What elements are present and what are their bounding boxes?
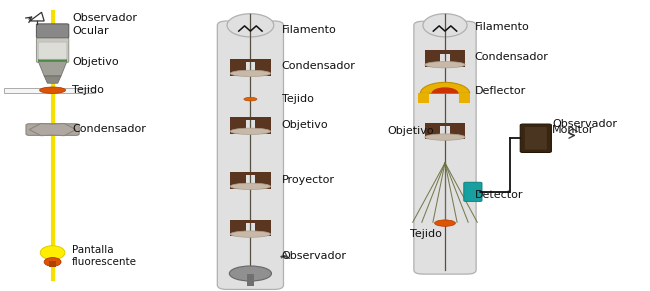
Text: Objetivo: Objetivo (281, 120, 328, 130)
FancyBboxPatch shape (36, 24, 69, 38)
FancyBboxPatch shape (414, 21, 476, 274)
Text: Deflector: Deflector (475, 86, 526, 96)
Ellipse shape (230, 183, 270, 189)
Polygon shape (44, 76, 61, 83)
Bar (425, 50, 441, 67)
Ellipse shape (40, 87, 66, 93)
Ellipse shape (230, 128, 270, 134)
Ellipse shape (425, 61, 465, 68)
Bar (230, 117, 270, 120)
Bar (425, 50, 465, 54)
Bar (230, 172, 246, 189)
Text: Observador: Observador (552, 119, 617, 129)
Ellipse shape (229, 266, 272, 281)
Text: Filamento: Filamento (281, 25, 336, 35)
Ellipse shape (423, 14, 467, 37)
Ellipse shape (425, 134, 465, 140)
Text: Objetivo: Objetivo (387, 126, 434, 136)
FancyBboxPatch shape (525, 127, 547, 150)
Bar (230, 220, 246, 237)
Wedge shape (421, 82, 470, 93)
Ellipse shape (230, 231, 270, 237)
Bar (419, 93, 430, 103)
Bar (230, 172, 270, 175)
FancyBboxPatch shape (464, 182, 482, 201)
Bar (458, 93, 470, 103)
Bar (255, 59, 270, 76)
Ellipse shape (244, 97, 257, 101)
Bar (230, 59, 246, 76)
Text: Filamento: Filamento (475, 22, 530, 32)
Text: Tejido: Tejido (281, 94, 313, 104)
Text: Tejido: Tejido (410, 229, 442, 239)
Bar (425, 123, 465, 126)
Bar (425, 123, 441, 139)
Bar (230, 117, 246, 134)
Text: Condensador: Condensador (72, 124, 146, 134)
Bar (255, 172, 270, 189)
Bar (49, 261, 57, 267)
Polygon shape (38, 61, 67, 76)
Text: Condensador: Condensador (475, 52, 549, 62)
FancyBboxPatch shape (217, 21, 283, 290)
Text: Ocular: Ocular (72, 26, 109, 36)
Bar (450, 50, 465, 67)
Bar (38, 59, 67, 61)
Ellipse shape (44, 258, 61, 266)
Text: Proyector: Proyector (281, 175, 335, 185)
FancyBboxPatch shape (26, 124, 79, 135)
Bar (255, 220, 270, 237)
Polygon shape (29, 123, 76, 136)
Bar (255, 117, 270, 134)
Ellipse shape (227, 14, 274, 37)
Ellipse shape (435, 220, 456, 226)
Bar (246, 274, 254, 286)
Ellipse shape (40, 246, 65, 260)
Text: Monitor: Monitor (552, 125, 594, 135)
Text: Observador: Observador (72, 13, 137, 23)
Bar (230, 59, 270, 62)
FancyBboxPatch shape (36, 38, 69, 62)
Bar (4, 88, 95, 93)
Bar (230, 220, 270, 223)
Ellipse shape (230, 70, 270, 77)
Text: Pantalla
fluorescente: Pantalla fluorescente (72, 245, 137, 267)
Text: Detector: Detector (475, 190, 523, 200)
Text: Tejido: Tejido (72, 85, 104, 95)
FancyBboxPatch shape (38, 42, 67, 59)
Wedge shape (432, 87, 458, 93)
Text: Objetivo: Objetivo (72, 56, 119, 67)
Bar (450, 123, 465, 139)
Text: Observador: Observador (281, 251, 346, 261)
FancyBboxPatch shape (520, 124, 551, 152)
Text: Condensador: Condensador (281, 61, 356, 71)
